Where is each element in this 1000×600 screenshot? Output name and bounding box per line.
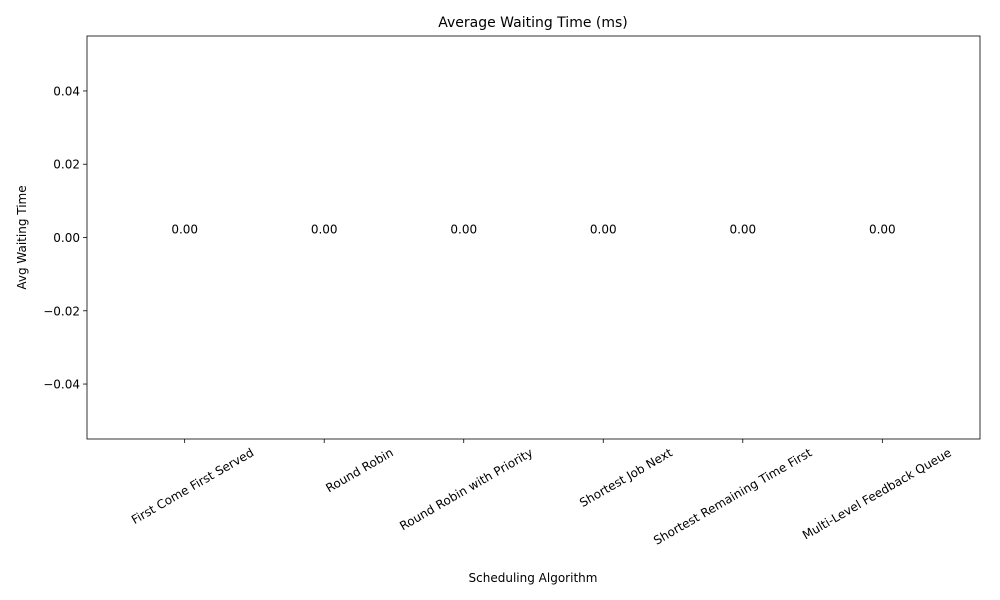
bar-value-label: 0.00 (171, 223, 198, 237)
plot-area-frame (86, 35, 981, 440)
bar-value-label: 0.00 (869, 223, 896, 237)
chart-title: Average Waiting Time (ms) (438, 15, 628, 31)
y-tick-label: 0.04 (53, 84, 80, 98)
y-tick-label: −0.04 (43, 378, 80, 392)
x-tick-label: Multi-Level Feedback Queue (800, 445, 954, 542)
y-tick-label: 0.00 (53, 231, 80, 245)
data-labels-group: 0.00 0.00 0.00 0.00 0.00 0.00 (171, 223, 895, 237)
bar-value-label: 0.00 (450, 223, 477, 237)
y-tick-label: 0.02 (53, 158, 80, 172)
x-axis-ticks: First Come First Served Round Robin Round … (129, 439, 954, 548)
x-tick-label: Round Robin with Priority (397, 445, 535, 533)
x-tick-label: Shortest Remaining Time First (651, 445, 814, 547)
x-tick-label: First Come First Served (129, 445, 256, 527)
y-tick-label: −0.02 (43, 304, 80, 318)
y-axis-ticks: −0.04 −0.02 0.00 0.02 0.04 (43, 84, 87, 392)
bar-value-label: 0.00 (729, 223, 756, 237)
x-axis-label: Scheduling Algorithm (469, 571, 598, 585)
bar-value-label: 0.00 (590, 223, 617, 237)
y-axis-label: Avg Waiting Time (15, 185, 29, 289)
bar-value-label: 0.00 (311, 223, 338, 237)
x-tick-label: Shortest Job Next (577, 445, 675, 510)
x-tick-label: Round Robin (323, 445, 395, 495)
